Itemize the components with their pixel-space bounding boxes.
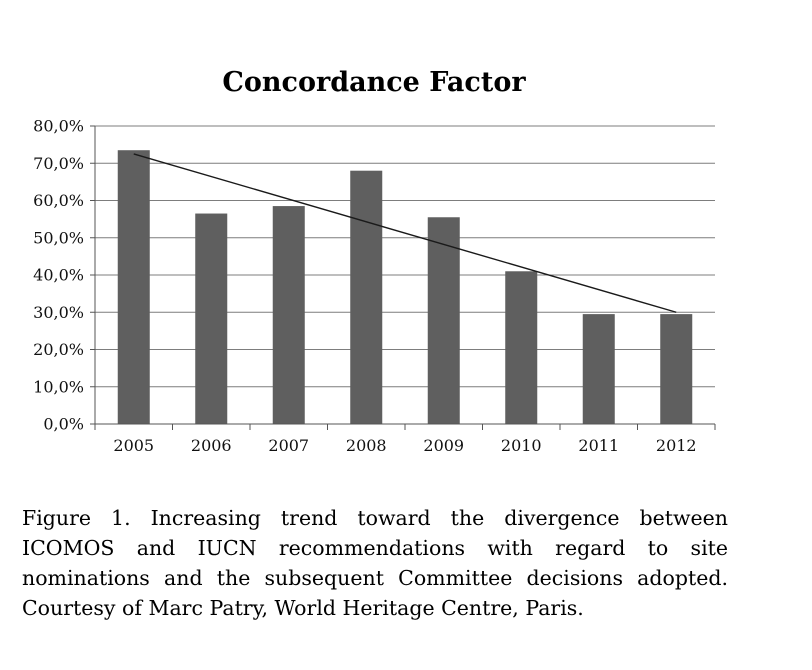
axes — [90, 125, 716, 430]
bar-2010 — [505, 271, 538, 424]
x-tick-label: 2012 — [656, 436, 697, 455]
trendline-group — [133, 153, 677, 313]
gridlines — [95, 125, 715, 388]
x-tick-label: 2009 — [423, 436, 464, 455]
x-tick-label: 2006 — [191, 436, 232, 455]
y-tick-label: 10,0% — [33, 377, 84, 396]
bar-2009 — [427, 217, 460, 424]
bar-2006 — [195, 213, 228, 424]
y-tick-label: 30,0% — [33, 303, 84, 322]
chart-title: Concordance Factor — [222, 67, 526, 98]
bars — [117, 150, 693, 424]
concordance-chart: Concordance Factor 0,0% 10,0% 20,0% 30,0% 40… — [33, 67, 716, 455]
y-tick-label: 70,0% — [33, 154, 84, 173]
x-tick-label: 2011 — [578, 436, 619, 455]
bar-2007 — [272, 206, 305, 424]
y-tick-label: 0,0% — [43, 415, 84, 434]
x-tick-label: 2007 — [268, 436, 309, 455]
x-tick-label: 2010 — [501, 436, 542, 455]
y-tick-label: 80,0% — [33, 117, 84, 136]
bar-2005 — [117, 150, 150, 424]
bar-2008 — [350, 170, 383, 424]
x-tick-label: 2005 — [113, 436, 154, 455]
bar-2011 — [582, 314, 615, 424]
bar-2012 — [660, 314, 693, 424]
y-tick-label: 60,0% — [33, 191, 84, 210]
y-tick-label: 40,0% — [33, 266, 84, 285]
y-tick-labels: 0,0% 10,0% 20,0% 30,0% 40,0% 50,0% 60,0% 70,0% 8… — [33, 117, 84, 434]
x-tick-labels: 2005 2006 2007 2008 2009 2010 2011 2012 — [113, 436, 696, 455]
x-tick-label: 2008 — [346, 436, 387, 455]
y-tick-label: 20,0% — [33, 340, 84, 359]
figure-caption: Figure 1. Increasing trend toward the di… — [22, 506, 728, 620]
y-tick-label: 50,0% — [33, 228, 84, 247]
trendline — [133, 153, 677, 313]
